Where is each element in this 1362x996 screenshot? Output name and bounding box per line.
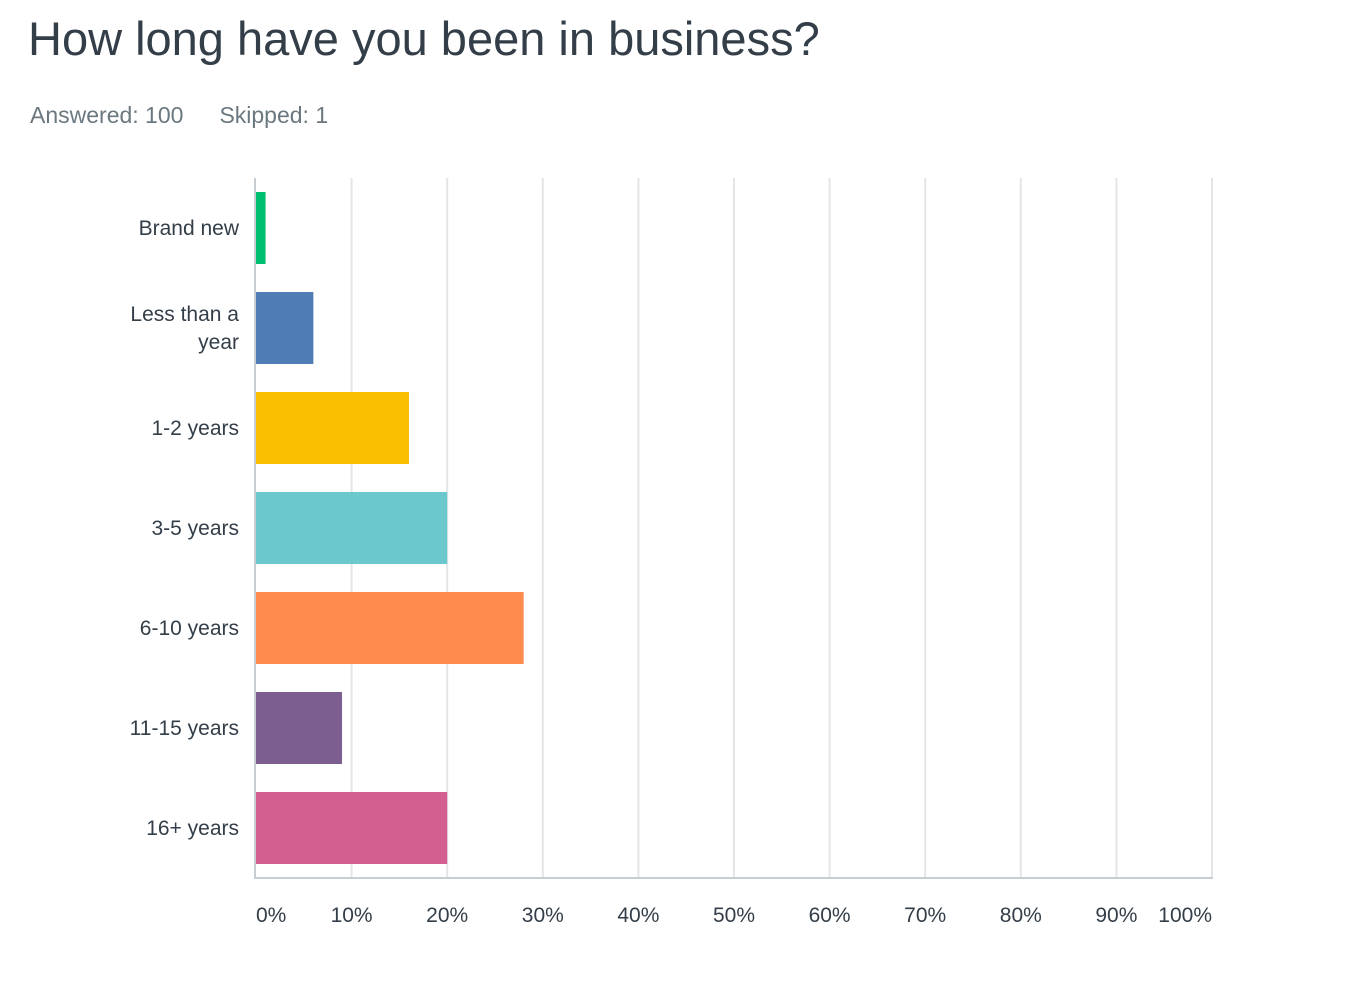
category-label: 6-10 years: [140, 617, 239, 640]
bar: [256, 792, 448, 864]
bar: [256, 292, 314, 364]
bar: [256, 392, 409, 464]
x-tick-label: 0%: [256, 904, 286, 927]
question-title: How long have you been in business?: [28, 12, 820, 65]
x-tick-label: 70%: [904, 904, 946, 927]
chart-grid: [350, 178, 1213, 878]
x-tick-label: 40%: [617, 904, 659, 927]
category-label: Less than a year: [130, 303, 239, 354]
x-tick-label: 100%: [1158, 904, 1212, 927]
category-label: 1-2 years: [151, 417, 239, 440]
category-label: 16+ years: [146, 817, 239, 840]
answered-count: Answered: 100: [30, 102, 184, 128]
bar: [256, 192, 266, 264]
bar: [256, 692, 343, 764]
category-label: 3-5 years: [151, 517, 239, 540]
skipped-count: Skipped: 1: [219, 102, 329, 128]
x-tick-label: 80%: [1000, 904, 1042, 927]
x-tick-label: 10%: [331, 904, 373, 927]
x-tick-label: 90%: [1095, 904, 1137, 927]
chart-bars: [256, 192, 524, 864]
chart-axes: [254, 178, 1213, 879]
x-tick-label: 60%: [809, 904, 851, 927]
x-tick-label: 50%: [713, 904, 755, 927]
category-label: Brand new: [139, 217, 240, 240]
chart-labels: 0% 10% 20% 30% 40% 50% 60% 70% 80% 90% 100% Brand n…: [130, 217, 1212, 927]
bar: [256, 492, 448, 564]
response-stats: Answered: 100 Skipped: 1: [30, 100, 328, 130]
x-tick-label: 30%: [522, 904, 564, 927]
category-label: 11-15 years: [130, 717, 239, 740]
x-tick-label: 20%: [426, 904, 468, 927]
bar: [256, 592, 524, 664]
